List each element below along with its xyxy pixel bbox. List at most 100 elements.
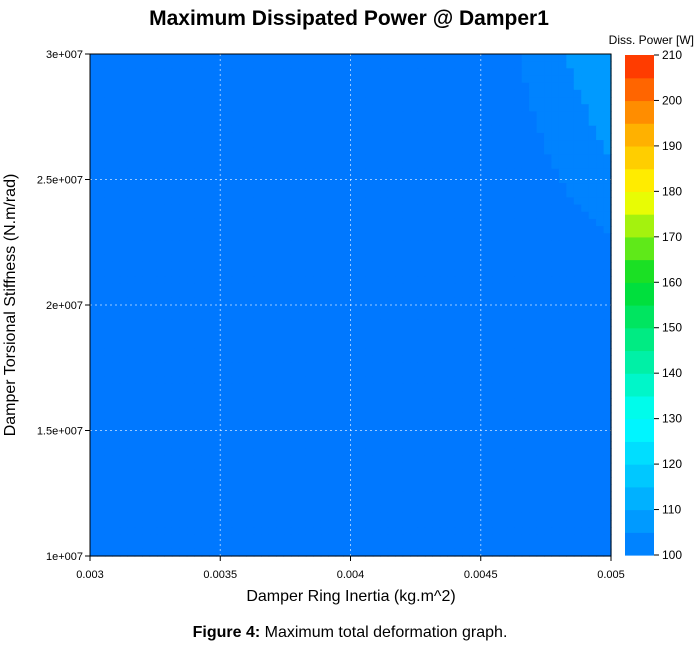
contour-cell — [253, 175, 262, 184]
contour-cell — [246, 190, 255, 199]
contour-cell — [164, 190, 173, 199]
contour-cell — [439, 419, 448, 428]
contour-cell — [395, 111, 404, 120]
contour-cell — [417, 419, 426, 428]
contour-cell — [521, 441, 530, 450]
contour-cell — [298, 305, 307, 313]
contour-cell — [194, 276, 203, 285]
contour-cell — [171, 125, 180, 134]
contour-cell — [268, 204, 277, 213]
contour-cell — [514, 233, 523, 242]
contour-cell — [477, 419, 486, 428]
contour-cell — [298, 412, 307, 421]
contour-cell — [97, 269, 106, 277]
contour-cell — [305, 168, 314, 177]
contour-cell — [350, 305, 359, 313]
contour-cell — [536, 161, 545, 170]
contour-cell — [320, 462, 329, 471]
contour-cell — [544, 405, 553, 414]
contour-cell — [491, 261, 500, 270]
contour-cell — [149, 383, 158, 392]
contour-cell — [424, 204, 433, 213]
contour-cell — [566, 326, 575, 335]
contour-cell — [439, 283, 448, 292]
contour-cell — [305, 68, 314, 77]
contour-cell — [179, 190, 188, 199]
contour-cell — [253, 247, 262, 256]
contour-cell — [179, 527, 188, 536]
contour-cell — [268, 505, 277, 514]
contour-cell — [432, 383, 441, 392]
contour-cell — [447, 269, 456, 277]
colorbar-tick-label: 160 — [662, 275, 682, 289]
contour-cell — [573, 376, 582, 385]
contour-cell — [417, 140, 426, 148]
contour-cell — [238, 261, 247, 270]
contour-cell — [156, 111, 166, 120]
plot-grid — [90, 54, 611, 556]
contour-cell — [179, 118, 188, 127]
contour-cell — [246, 491, 255, 500]
contour-cell — [283, 168, 292, 177]
contour-cell — [350, 190, 359, 199]
contour-cell — [179, 541, 188, 550]
contour-cell — [134, 498, 143, 507]
contour-cell — [231, 82, 240, 91]
contour-cell — [558, 233, 567, 242]
contour-cell — [499, 512, 508, 521]
contour-cell — [283, 61, 292, 69]
contour-cell — [573, 520, 582, 528]
contour-cell — [551, 218, 560, 227]
contour-cell — [603, 233, 612, 242]
contour-cell — [521, 197, 530, 206]
colorbar-tick-label: 140 — [662, 366, 682, 380]
contour-cell — [335, 118, 344, 127]
contour-cell — [462, 118, 471, 127]
contour-cell — [439, 154, 448, 163]
contour-cell — [484, 111, 493, 120]
contour-cell — [484, 462, 493, 471]
contour-cell — [432, 391, 441, 399]
contour-cell — [536, 261, 545, 270]
contour-cell — [417, 505, 426, 514]
contour-cell — [558, 297, 567, 306]
contour-cell — [469, 240, 478, 249]
contour-cell — [350, 491, 359, 500]
contour-cell — [149, 355, 158, 363]
contour-cell — [529, 183, 538, 191]
contour-cell — [283, 462, 292, 471]
contour-cell — [268, 541, 277, 550]
contour-cell — [328, 183, 337, 191]
contour-cell — [491, 340, 500, 349]
contour-cell — [581, 405, 590, 414]
contour-cell — [127, 61, 136, 69]
contour-cell — [603, 61, 612, 69]
contour-cell — [142, 398, 151, 406]
contour-cell — [343, 383, 352, 392]
contour-cell — [424, 441, 433, 450]
contour-cell — [558, 68, 567, 77]
contour-cell — [164, 477, 173, 485]
contour-cell — [127, 355, 136, 363]
contour-cell — [268, 147, 277, 155]
contour-cell — [156, 484, 166, 493]
contour-cell — [142, 355, 151, 363]
contour-cell — [320, 82, 329, 91]
contour-cell — [529, 376, 538, 385]
contour-cell — [112, 340, 121, 349]
contour-cell — [194, 498, 203, 507]
contour-cell — [335, 140, 344, 148]
contour-cell — [164, 484, 173, 493]
contour-cell — [521, 462, 530, 471]
contour-cell — [119, 355, 128, 363]
contour-cell — [201, 534, 210, 543]
contour-cell — [603, 477, 612, 485]
contour-cell — [320, 197, 329, 206]
contour-cell — [104, 484, 113, 493]
contour-cell — [410, 175, 419, 184]
contour-cell — [142, 455, 151, 464]
contour-cell — [335, 527, 344, 536]
contour-cell — [290, 312, 299, 320]
contour-cell — [283, 505, 292, 514]
